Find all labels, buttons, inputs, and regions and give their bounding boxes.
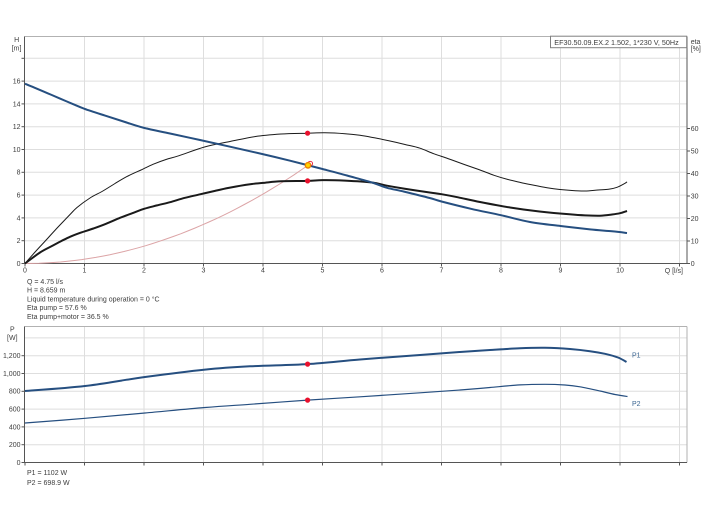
svg-text:8: 8	[17, 170, 21, 177]
svg-text:10: 10	[13, 147, 21, 154]
svg-text:200: 200	[9, 442, 21, 449]
svg-text:P: P	[10, 327, 15, 334]
svg-text:P2: P2	[632, 401, 641, 408]
svg-text:50: 50	[691, 148, 699, 155]
svg-text:[W]: [W]	[7, 335, 18, 342]
svg-text:3: 3	[202, 268, 206, 275]
svg-text:14: 14	[13, 101, 21, 108]
svg-text:16: 16	[13, 79, 21, 86]
svg-text:7: 7	[440, 268, 444, 275]
svg-text:P2 = 698.9 W: P2 = 698.9 W	[27, 480, 70, 487]
svg-text:10: 10	[616, 268, 624, 275]
svg-text:6: 6	[17, 193, 21, 200]
svg-text:5: 5	[321, 268, 325, 275]
svg-text:4: 4	[261, 268, 265, 275]
svg-text:400: 400	[9, 424, 21, 431]
svg-text:P1 = 1102 W: P1 = 1102 W	[27, 470, 68, 477]
svg-text:H: H	[14, 37, 19, 44]
svg-text:Eta pump+motor = 36.5 %: Eta pump+motor = 36.5 %	[27, 314, 109, 321]
svg-text:0: 0	[23, 268, 27, 275]
svg-text:1,000: 1,000	[3, 371, 21, 378]
svg-text:6: 6	[380, 268, 384, 275]
svg-text:P1: P1	[632, 353, 641, 360]
svg-text:1,200: 1,200	[3, 353, 21, 360]
svg-text:H = 8.659 m: H = 8.659 m	[27, 288, 65, 295]
svg-text:Q [l/s]: Q [l/s]	[665, 268, 683, 275]
svg-text:4: 4	[17, 215, 21, 222]
svg-text:8: 8	[499, 268, 503, 275]
svg-text:Eta pump = 57.6 %: Eta pump = 57.6 %	[27, 305, 87, 312]
svg-text:1: 1	[83, 268, 87, 275]
svg-text:0: 0	[17, 261, 21, 268]
svg-text:600: 600	[9, 407, 21, 414]
svg-text:9: 9	[559, 268, 563, 275]
svg-text:eta: eta	[691, 39, 701, 46]
svg-text:[m]: [m]	[12, 46, 22, 53]
svg-text:Liquid temperature during oper: Liquid temperature during operation = 0 …	[27, 295, 160, 303]
svg-text:10: 10	[691, 238, 699, 245]
svg-text:800: 800	[9, 389, 21, 396]
svg-text:40: 40	[691, 171, 699, 178]
svg-text:60: 60	[691, 126, 699, 133]
svg-text:2: 2	[17, 238, 21, 245]
svg-text:Q = 4.75 l/s: Q = 4.75 l/s	[27, 279, 63, 286]
svg-text:12: 12	[13, 124, 21, 131]
svg-text:30: 30	[691, 193, 699, 200]
svg-text:0: 0	[17, 460, 21, 467]
svg-text:[%]: [%]	[691, 46, 701, 53]
svg-text:0: 0	[691, 261, 695, 268]
svg-text:20: 20	[691, 216, 699, 223]
svg-text:2: 2	[142, 268, 146, 275]
svg-text:EF30.50.09.EX.2 1.502, 1*230 V: EF30.50.09.EX.2 1.502, 1*230 V, 50Hz	[554, 38, 679, 47]
